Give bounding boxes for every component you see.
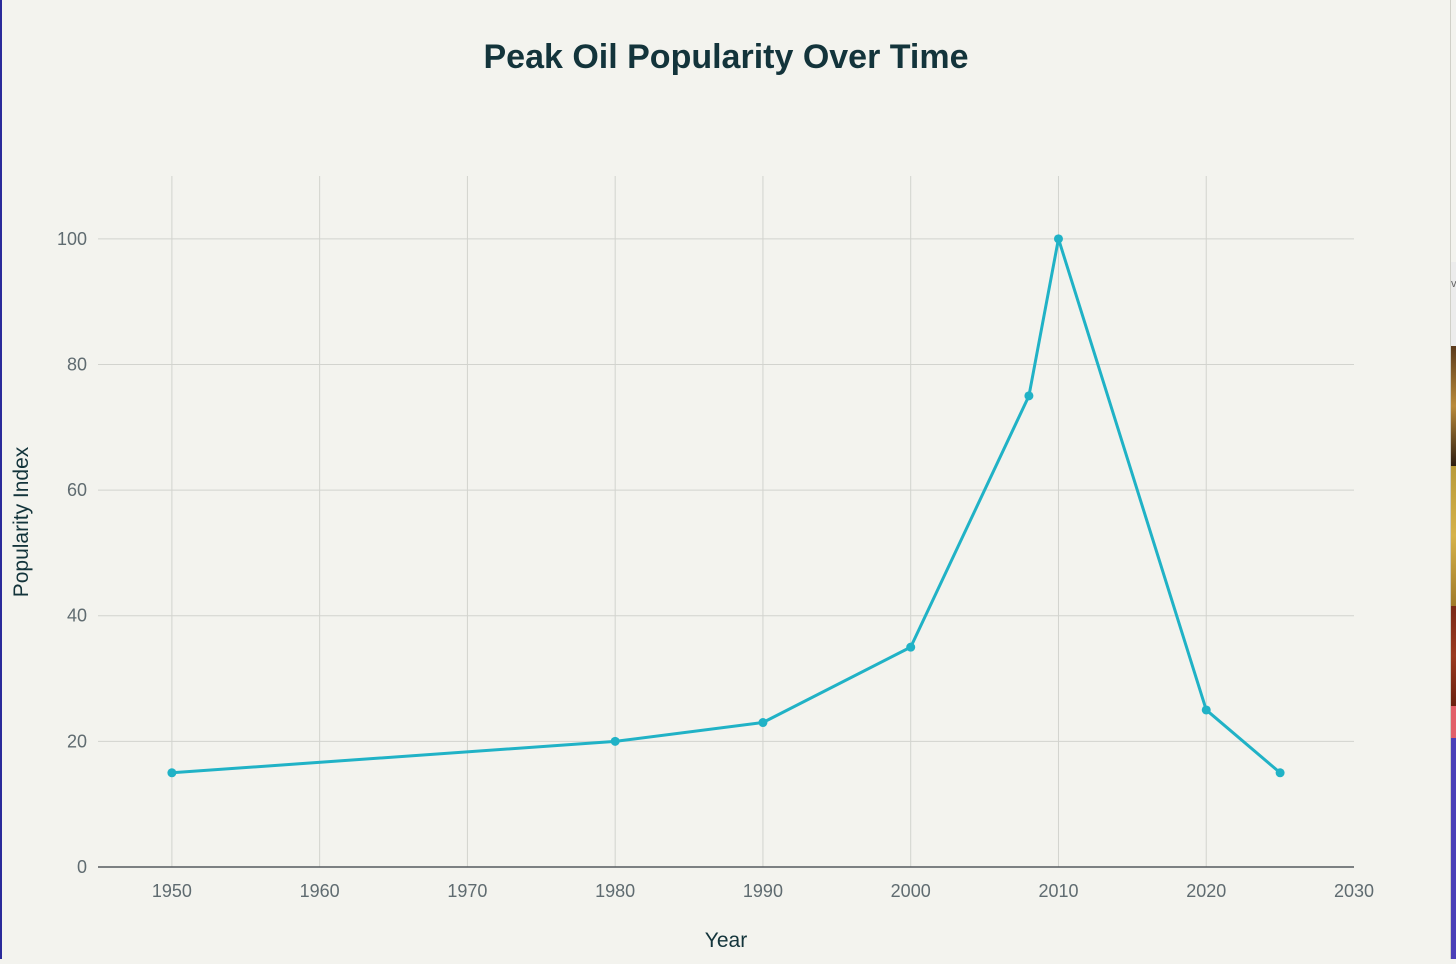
strip-segment — [1451, 606, 1456, 706]
data-point — [906, 642, 916, 652]
x-axis-label: Year — [705, 929, 747, 952]
x-tick-label: 1990 — [743, 881, 783, 901]
data-point — [1053, 234, 1063, 244]
strip-segment — [1451, 346, 1456, 466]
y-tick-label: 60 — [67, 480, 87, 500]
x-tick-label: 1950 — [152, 881, 192, 901]
strip-letter: v — [1451, 278, 1456, 290]
x-tick-label: 2000 — [891, 881, 931, 901]
data-point — [167, 768, 177, 778]
y-axis-label: Popularity Index — [10, 446, 33, 597]
series-line — [170, 237, 1282, 775]
data-point — [1024, 391, 1034, 401]
series — [167, 234, 1285, 778]
strip-segment — [1451, 738, 1456, 959]
y-tick-label: 40 — [67, 606, 87, 626]
grid — [98, 176, 1354, 867]
x-tick-label: 1980 — [595, 881, 635, 901]
x-tick-label: 1960 — [300, 881, 340, 901]
x-tick-label: 2030 — [1334, 881, 1374, 901]
data-point — [1275, 768, 1285, 778]
x-tick-label: 1970 — [447, 881, 487, 901]
strip-segment — [1451, 466, 1456, 606]
y-tick-label: 100 — [57, 229, 87, 249]
x-tick-label: 2010 — [1038, 881, 1078, 901]
tick-labels: 1950 1960 1970 1980 1990 2000 2010 2020 2030 0 20 4… — [57, 229, 1374, 901]
y-tick-label: 20 — [67, 731, 87, 751]
strip-segment — [1451, 706, 1456, 738]
data-point — [610, 736, 620, 746]
data-point — [1201, 705, 1211, 715]
strip-segment — [1451, 262, 1456, 346]
y-tick-label: 80 — [67, 354, 87, 374]
y-tick-label: 0 — [77, 857, 87, 877]
chart-title: Peak Oil Popularity Over Time — [483, 38, 968, 76]
adjacent-window-strip — [1450, 0, 1456, 959]
window-left-border — [0, 0, 2, 959]
data-point — [758, 718, 768, 728]
x-tick-label: 2020 — [1186, 881, 1226, 901]
